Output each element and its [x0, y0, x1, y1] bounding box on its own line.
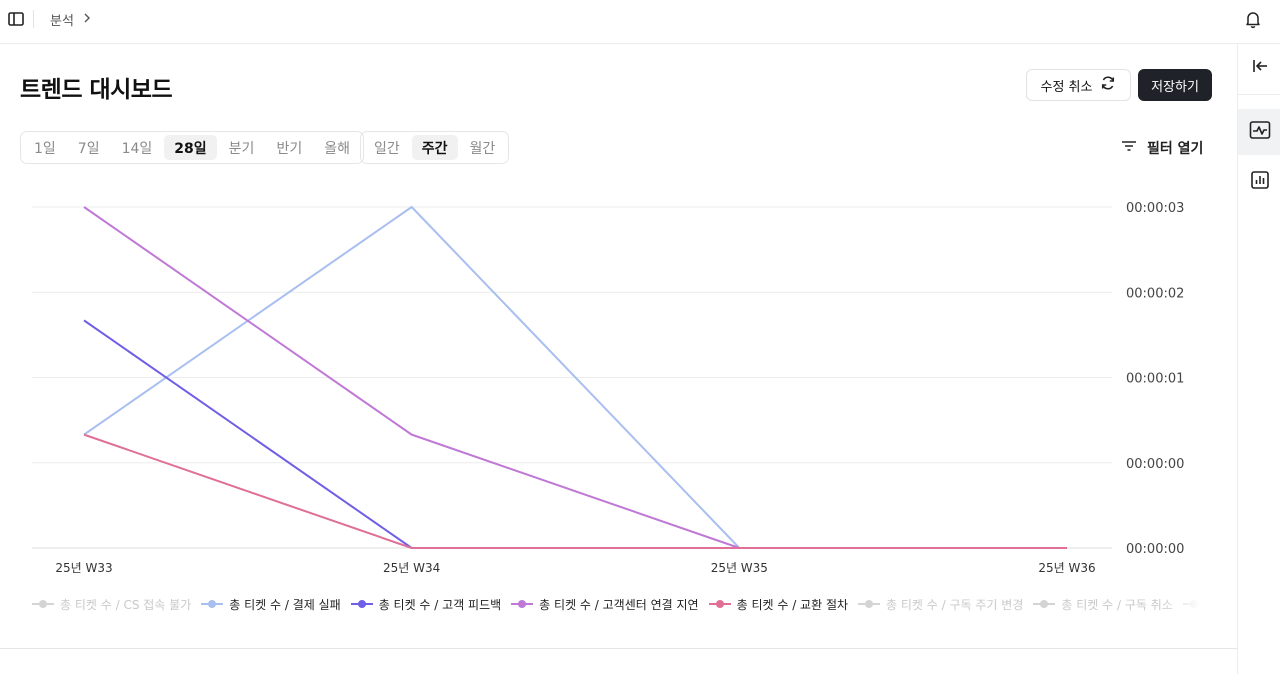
collapse-panel-icon: [1251, 57, 1269, 79]
legend-item[interactable]: 총 티켓 수 / CS 접속 불가: [32, 596, 191, 613]
legend-marker: [858, 599, 881, 609]
tab-period-1[interactable]: 주간: [411, 135, 458, 160]
open-filter-label: 필터 열기: [1147, 141, 1204, 157]
legend-label: 총 티켓 수 / 고객 피드백: [378, 597, 502, 612]
tab-range-1[interactable]: 7일: [77, 140, 100, 157]
legend-fade: [1160, 594, 1200, 614]
rail-divider: [1238, 94, 1280, 95]
tab-range-0[interactable]: 1일: [34, 140, 56, 157]
trend-chart-button[interactable]: [1238, 109, 1280, 155]
legend-label: 총 티켓 수 / 고객센터 연결 지연: [539, 597, 699, 612]
y-tick-label: 00:00:02: [1126, 286, 1184, 301]
tab-range-6[interactable]: 올해: [324, 140, 350, 157]
legend-item[interactable]: 총 티켓 수 / 구독 취소: [1033, 596, 1173, 613]
header-divider: [33, 10, 34, 28]
trend-chart-icon: [1249, 120, 1271, 144]
legend-label: 총 티켓 수 / 결제 실패: [229, 597, 341, 612]
y-tick-label: 00:00:00: [1126, 457, 1184, 472]
legend-marker: [1033, 599, 1056, 609]
tab-period-2[interactable]: 월간: [469, 140, 496, 157]
legend-label: 총 티켓 수 / 교환 절차: [736, 597, 849, 612]
legend-item[interactable]: 총 티켓 수 / 결제 실패: [201, 596, 341, 613]
right-rail: [1237, 44, 1280, 674]
trend-line-chart: 00:00:00 00:00:00 00:00:01 00:00:02 00:00:03…: [0, 180, 1237, 580]
breadcrumb: 분석: [50, 10, 94, 29]
x-tick-label: 25년 W33: [55, 561, 112, 575]
chevron-right-icon: [80, 11, 94, 29]
legend-label: 총 티켓 수 / 구독 주기 변경: [886, 597, 1024, 612]
legend-marker: [511, 599, 534, 609]
legend-marker: [708, 599, 731, 609]
section-divider: [0, 648, 1237, 649]
breadcrumb-item-analysis[interactable]: 분석: [50, 14, 74, 29]
x-tick-label: 25년 W34: [383, 561, 440, 575]
legend-marker: [32, 599, 54, 609]
page-title: 트렌드 대시보드: [20, 77, 173, 103]
series-line-2[interactable]: [83, 319, 413, 549]
tab-period-0[interactable]: 일간: [374, 140, 400, 157]
bell-icon[interactable]: [1243, 9, 1263, 29]
top-bar: 분석: [0, 0, 1280, 44]
tab-range-3[interactable]: 28일: [164, 135, 217, 160]
legend-label: 총 티켓 수 / CS 접속 불가: [60, 597, 192, 612]
y-tick-label: 00:00:00: [1126, 542, 1184, 557]
collapse-panel-button[interactable]: [1238, 45, 1280, 91]
legend-label: 총 티켓 수 / 구독 취소: [1061, 597, 1173, 612]
sidebar-toggle-icon[interactable]: [6, 9, 26, 29]
legend-item[interactable]: 총 티켓 수 / 교환 절차: [708, 596, 849, 613]
legend-item[interactable]: 총 티켓 수 / 고객 피드백: [350, 596, 502, 613]
tab-range-4[interactable]: 분기: [228, 140, 255, 157]
bar-chart-icon: [1250, 170, 1270, 194]
save-button[interactable]: 저장하기: [1138, 69, 1212, 101]
legend-item[interactable]: 총 티켓 수 / 고객센터 연결 지연: [511, 596, 699, 613]
refresh-icon: [1100, 75, 1116, 95]
chart-legend: 총 티켓 수 / CS 접속 불가 총 티켓 수 / 결제 실패 총 티켓 수 / …: [32, 594, 1200, 614]
legend-marker: [350, 599, 373, 609]
legend-marker: [201, 599, 224, 609]
cancel-edit-label: 수정 취소: [1040, 79, 1093, 95]
cancel-edit-button[interactable]: 수정 취소: [1026, 69, 1131, 101]
legend-item[interactable]: 총 티켓 수 / 구독 주기 변경: [858, 596, 1023, 613]
date-range-tabs: 1일 7일 14일 28일 분기 반기 올해: [20, 131, 364, 164]
series-line-1[interactable]: [83, 206, 741, 549]
x-tick-label: 25년 W36: [1038, 561, 1095, 575]
filter-icon: [1120, 138, 1138, 158]
tab-range-2[interactable]: 14일: [121, 140, 153, 157]
series-line-4[interactable]: [83, 433, 1067, 549]
y-tick-label: 00:00:03: [1126, 201, 1184, 216]
bar-chart-button[interactable]: [1238, 159, 1280, 205]
period-tabs: 일간 주간 월간: [360, 131, 510, 164]
y-tick-label: 00:00:01: [1126, 372, 1184, 387]
open-filter-button[interactable]: 필터 열기: [1120, 137, 1203, 159]
tab-range-5[interactable]: 반기: [276, 140, 303, 157]
x-tick-label: 25년 W35: [711, 561, 768, 575]
chart-canvas: 00:00:00 00:00:00 00:00:01 00:00:02 00:00:03…: [32, 201, 1184, 575]
